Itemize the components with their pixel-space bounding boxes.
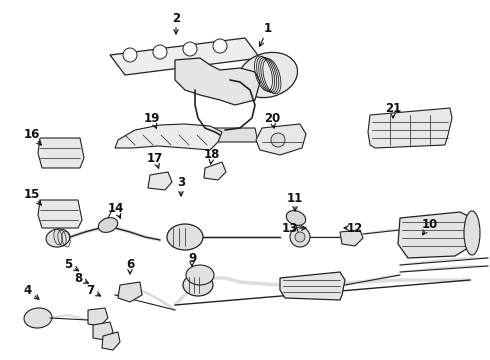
Text: 16: 16: [24, 129, 40, 141]
Polygon shape: [38, 200, 82, 228]
Polygon shape: [110, 38, 260, 75]
Circle shape: [213, 39, 227, 53]
Ellipse shape: [24, 308, 52, 328]
Circle shape: [183, 42, 197, 56]
Polygon shape: [195, 128, 258, 142]
Text: 4: 4: [24, 284, 32, 297]
Text: 10: 10: [422, 219, 438, 231]
Polygon shape: [280, 272, 345, 300]
Text: 14: 14: [108, 202, 124, 215]
Ellipse shape: [98, 217, 118, 233]
Ellipse shape: [286, 211, 306, 225]
Circle shape: [295, 232, 305, 242]
Polygon shape: [175, 58, 260, 105]
Polygon shape: [204, 162, 226, 180]
Circle shape: [153, 45, 167, 59]
Circle shape: [290, 227, 310, 247]
Ellipse shape: [186, 265, 214, 285]
Text: 2: 2: [172, 12, 180, 24]
Polygon shape: [88, 308, 108, 326]
Text: 17: 17: [147, 152, 163, 165]
Text: 5: 5: [64, 257, 72, 270]
Polygon shape: [115, 124, 222, 150]
Ellipse shape: [167, 224, 203, 250]
Ellipse shape: [46, 229, 70, 247]
Text: 19: 19: [144, 112, 160, 125]
Text: 9: 9: [188, 252, 196, 265]
Polygon shape: [148, 172, 172, 190]
Polygon shape: [118, 282, 142, 302]
Circle shape: [123, 48, 137, 62]
Text: 21: 21: [385, 102, 401, 114]
Text: 11: 11: [287, 192, 303, 204]
Polygon shape: [340, 230, 363, 246]
Ellipse shape: [239, 52, 297, 98]
Text: 13: 13: [282, 221, 298, 234]
Polygon shape: [93, 322, 113, 340]
Polygon shape: [256, 124, 306, 155]
Text: 7: 7: [86, 284, 94, 297]
Polygon shape: [368, 108, 452, 148]
Text: 15: 15: [24, 189, 40, 202]
Text: 18: 18: [204, 148, 220, 162]
Text: 20: 20: [264, 112, 280, 125]
Text: 3: 3: [177, 176, 185, 189]
Ellipse shape: [183, 274, 213, 296]
Text: 6: 6: [126, 257, 134, 270]
Polygon shape: [38, 138, 84, 168]
Ellipse shape: [464, 211, 480, 255]
Text: 8: 8: [74, 271, 82, 284]
Circle shape: [271, 133, 285, 147]
Text: 12: 12: [347, 221, 363, 234]
Polygon shape: [398, 212, 474, 258]
Polygon shape: [102, 332, 120, 350]
Text: 1: 1: [264, 22, 272, 35]
